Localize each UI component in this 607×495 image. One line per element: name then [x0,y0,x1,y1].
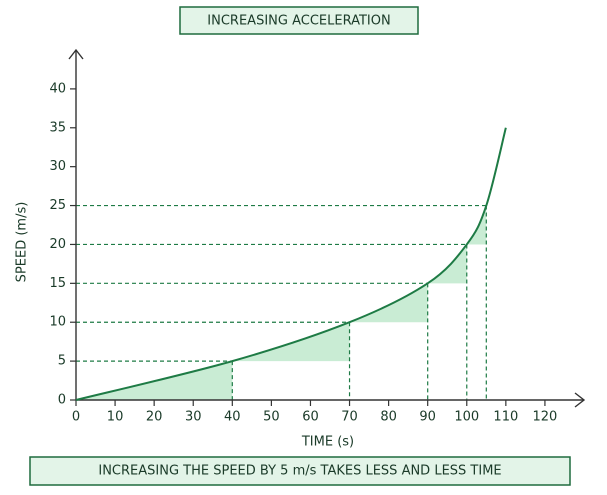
x-tick-label: 90 [419,410,436,425]
x-tick-label: 70 [341,410,358,425]
y-tick-label: 40 [49,81,66,96]
y-tick-label: 20 [49,237,66,252]
y-tick-label: 25 [49,198,66,213]
title-box [179,6,419,35]
shaded-step [427,244,467,284]
x-tick-label: 110 [493,410,518,425]
annotation-box [29,456,571,486]
y-axis-arrow [68,48,84,60]
y-tick-label: 5 [58,354,66,369]
y-tick-label: 35 [49,120,66,135]
x-tick-label: 60 [302,410,319,425]
x-tick-label: 10 [107,410,124,425]
x-tick-label: 50 [263,410,280,425]
x-axis-arrow [574,392,586,408]
speed-curve [75,127,507,401]
y-tick-label: 10 [49,315,66,330]
x-tick-label: 30 [185,410,202,425]
x-tick-label: 40 [224,410,241,425]
y-axis-label: SPEED (m/s) [15,202,30,283]
shaded-step [232,322,350,362]
y-tick-label: 15 [49,276,66,291]
y-tick-label: 0 [58,393,66,408]
x-tick-label: 0 [72,410,80,425]
shaded-step [76,361,233,400]
y-tick-label: 30 [49,159,66,174]
chart-title: INCREASING ACCELERATION [207,14,390,29]
shaded-step [466,205,487,245]
x-tick-label: 80 [380,410,397,425]
x-axis-label: TIME (s) [301,435,354,450]
shaded-step [349,283,428,323]
x-tick-label: 100 [454,410,479,425]
annotation: INCREASING THE SPEED BY 5 m/s TAKES LESS… [98,464,501,479]
x-tick-label: 20 [146,410,163,425]
x-tick-label: 120 [533,410,558,425]
